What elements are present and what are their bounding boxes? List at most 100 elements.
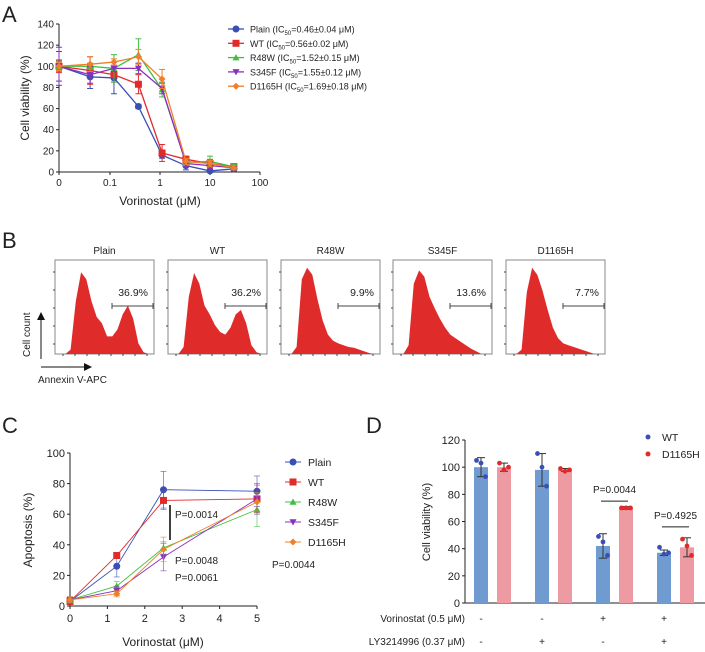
replicate-dot-wt — [539, 464, 545, 470]
panel-d-legend: WT D1165H — [645, 432, 700, 461]
replicate-dot-d1165h — [501, 467, 507, 473]
histogram-d1165h: D1165H 7.7% — [504, 246, 606, 356]
series-line-r48w — [59, 53, 234, 168]
y-tick-label: 0 — [48, 168, 54, 179]
data-point-d1165h — [134, 53, 142, 61]
replicate-dot-d1165h — [562, 468, 568, 474]
bar-wt — [657, 552, 671, 603]
series-line-d1165h — [69, 501, 258, 601]
panel-a-x-axis-label: Vorinostat (μM) — [119, 194, 201, 208]
replicate-dot-d1165h — [619, 505, 624, 511]
y-tick-label: 80 — [448, 489, 460, 501]
x-axis-label: Annexin V-APC — [38, 375, 107, 386]
legend-label-r48w: R48W — [308, 497, 337, 509]
data-point-d1165h — [182, 157, 190, 165]
x-tick-label: 3 — [179, 613, 185, 625]
data-point-s345f — [86, 71, 94, 79]
legend-marker-d1165h — [289, 538, 297, 546]
histogram-area — [506, 267, 605, 354]
histogram-area — [281, 267, 380, 354]
histogram-title: Plain — [93, 246, 115, 257]
panel-c-axes: 0 20 40 60 80 100 0 1 2 3 4 5 — [47, 448, 260, 625]
x-tick-label: 100 — [252, 178, 269, 189]
series-line-wt — [69, 498, 258, 602]
replicate-dot-d1165h — [623, 505, 629, 511]
histogram-plain: Plain 36.9% — [53, 246, 155, 356]
histogram-area — [168, 273, 267, 354]
x-tick-label: 2 — [142, 613, 148, 625]
p-value-annotation: P=0.0044 — [272, 560, 316, 571]
series-line-s345f — [69, 498, 258, 601]
condition-label: Vorinostat (0.5 μM) — [380, 614, 465, 625]
histogram-wt: WT 36.2% — [166, 246, 268, 356]
histogram-s345f: S345F 13.6% — [391, 246, 493, 356]
legend-label-s345f: S345F (IC50=1.55±0.12 μM) — [250, 67, 361, 80]
x-tick-label: 0 — [56, 178, 62, 189]
p-value-annotation: P=0.0044 — [593, 485, 637, 496]
condition-value: + — [661, 637, 667, 648]
legend-label-s345f: S345F — [308, 517, 339, 529]
legend-label-plain: Plain (IC50=0.46±0.04 μM) — [250, 25, 355, 38]
legend-marker-wt — [232, 39, 240, 47]
panel-d-chart: 0 20 40 60 80 100 120 P=0.0044 P=0.4925 Cell vi… — [369, 432, 705, 648]
x-tick-label: 1 — [157, 178, 163, 189]
legend-label-d1165h: D1165H — [662, 449, 700, 461]
y-tick-label: 60 — [43, 104, 55, 115]
gate-percent: 9.9% — [350, 287, 374, 299]
series-line-wt — [58, 65, 234, 168]
panel-b-flow-histograms: Plain 36.9% WT 36.2% R48W 9.9% S345F 13.6% D1165… — [22, 246, 606, 386]
x-tick-label: 10 — [204, 178, 216, 189]
y-tick-label: 0 — [59, 601, 65, 613]
condition-value: + — [539, 637, 545, 648]
replicate-dot-wt — [657, 544, 662, 550]
data-point-s345f — [134, 65, 142, 72]
legend-marker-plain — [289, 458, 297, 466]
replicate-dot-d1165h — [628, 505, 633, 511]
y-tick-label: 100 — [442, 462, 460, 474]
legend-dot-wt — [645, 434, 651, 440]
x-tick-label: 0 — [67, 613, 73, 625]
legend-label-plain: Plain — [308, 457, 332, 469]
panel-c-y-axis-label: Apoptosis (%) — [21, 493, 35, 568]
data-point-wt — [134, 80, 142, 88]
y-tick-label: 40 — [43, 125, 55, 136]
legend-marker-r48w — [232, 54, 240, 61]
gate-percent: 7.7% — [575, 287, 599, 299]
panel-c-chart: 0 20 40 60 80 100 0 1 2 3 4 5 Vorinostat (μM) Apopt… — [21, 448, 346, 649]
condition-value: - — [540, 614, 543, 625]
y-tick-label: 100 — [37, 62, 54, 73]
data-point-wt — [160, 496, 167, 504]
data-point-d1165h — [230, 164, 238, 172]
y-tick-label: 20 — [53, 570, 65, 582]
x-tick-label: 1 — [104, 613, 110, 625]
legend-dot-d1165h — [645, 451, 651, 457]
panel-c-x-axis-label: Vorinostat (μM) — [122, 635, 204, 649]
panel-a-axes: 0 20 40 60 80 100 120 140 0 0.1 1 10 100 — [37, 20, 268, 190]
y-axis-label: Cell count — [22, 312, 33, 357]
data-point-d1165h — [55, 62, 63, 70]
replicate-dot-wt — [666, 550, 671, 556]
replicate-dot-wt — [535, 451, 540, 456]
x-tick-label: 4 — [217, 613, 223, 625]
legend-label-wt: WT (IC50=0.56±0.02 μM) — [250, 39, 348, 52]
y-tick-label: 60 — [53, 509, 65, 521]
data-point-plain — [113, 562, 121, 570]
p-value-annotation: P=0.0048 — [175, 556, 219, 567]
replicate-dot-d1165h — [684, 543, 690, 549]
replicate-dot-d1165h — [680, 536, 685, 542]
replicate-dot-d1165h — [558, 466, 563, 471]
data-point-d1165h — [110, 58, 118, 66]
p-value-annotation: P=0.0061 — [175, 573, 219, 584]
histogram-title: S345F — [428, 246, 457, 257]
data-point-wt — [158, 149, 166, 157]
panel-d-conditions-table: Vorinostat (0.5 μM) - - + + LY3214996 (0.37 μ… — [369, 614, 667, 648]
data-point-d1165h — [86, 60, 94, 68]
y-tick-label: 120 — [37, 41, 54, 52]
y-tick-label: 80 — [53, 479, 65, 491]
data-point-d1165h — [160, 545, 167, 553]
panel-label-c: C — [2, 413, 18, 438]
replicate-dot-wt — [600, 539, 606, 545]
x-tick-label: 0.1 — [103, 178, 117, 189]
y-tick-label: 20 — [43, 146, 55, 157]
